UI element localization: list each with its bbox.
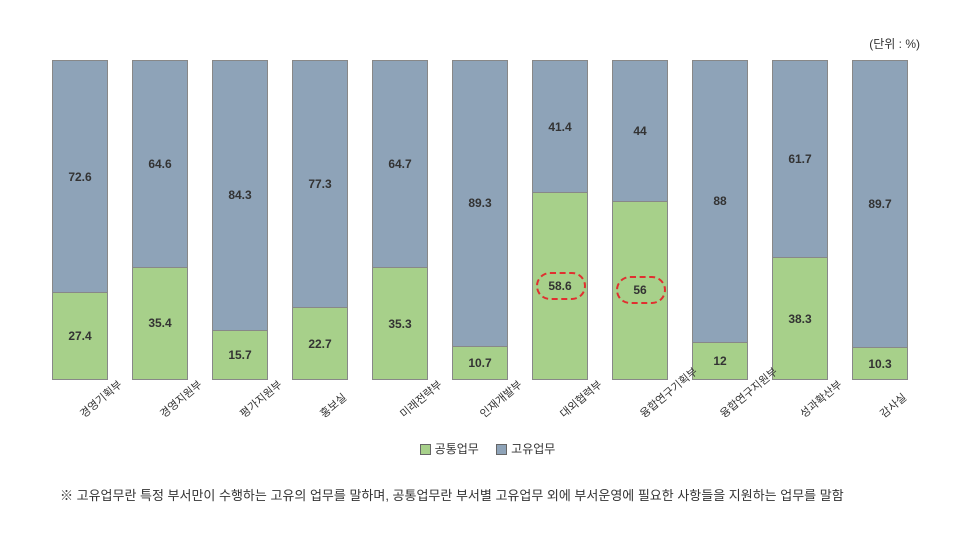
legend: 공통업무 고유업무 [0, 440, 961, 457]
legend-label-common: 공통업무 [435, 442, 479, 456]
highlight-ring [616, 276, 666, 304]
x-axis-label: 경영지원부 [156, 400, 177, 421]
bar-segment-unique: 61.7 [772, 60, 828, 257]
x-axis-label: 성과확산부 [796, 400, 817, 421]
bar-col: 77.322.7 [292, 60, 348, 380]
bar-segment-common: 27.4 [52, 292, 108, 380]
bar-segment-common: 38.3 [772, 257, 828, 380]
bar-segment-common: 35.4 [132, 267, 188, 380]
bar-segment-unique: 41.4 [532, 60, 588, 192]
x-axis-label: 융합연구지원부 [716, 400, 737, 421]
bar-segment-common: 22.7 [292, 307, 348, 380]
plot-area: 72.627.4 64.635.4 84.315.7 77.322.7 64.735.3… [40, 60, 920, 380]
legend-label-unique: 고유업무 [511, 442, 555, 456]
bar-segment-common: 10.3 [852, 347, 908, 380]
x-axis-label: 인재개발부 [476, 400, 497, 421]
x-axis-label: 평가지원부 [236, 400, 257, 421]
bar-col: 89.310.7 [452, 60, 508, 380]
unit-label: (단위 : %) [869, 35, 920, 52]
bar-segment-unique: 64.7 [372, 60, 428, 267]
bar-col: 41.458.6 [532, 60, 588, 380]
stacked-bar-chart: (단위 : %) 72.627.4 64.635.4 84.315.7 77.322.… [40, 30, 940, 430]
bar-col: 61.738.3 [772, 60, 828, 380]
bar-segment-common: 56 [612, 201, 668, 380]
bar-segment-unique: 89.7 [852, 60, 908, 347]
bar-col: 84.315.7 [212, 60, 268, 380]
bar-segment-unique: 84.3 [212, 60, 268, 330]
legend-swatch-common [420, 444, 431, 455]
bar-segment-common: 58.6 [532, 192, 588, 380]
bar-segment-common: 15.7 [212, 330, 268, 380]
bar-segment-unique: 88 [692, 60, 748, 342]
bar-col: 64.635.4 [132, 60, 188, 380]
x-axis-label: 홍보실 [316, 400, 337, 421]
bar-segment-unique: 89.3 [452, 60, 508, 346]
x-axis-label: 미래전략부 [396, 400, 417, 421]
x-axis-label: 감사실 [876, 400, 897, 421]
x-axis-label: 대외협력부 [556, 400, 577, 421]
bar-segment-common: 35.3 [372, 267, 428, 380]
bar-segment-unique: 64.6 [132, 60, 188, 267]
bar-col: 4456 [612, 60, 668, 380]
footnote: ※ 고유업무란 특정 부서만이 수행하는 고유의 업무를 말하며, 공통업무란 … [60, 485, 921, 507]
x-axis-label: 경영기획부 [76, 400, 97, 421]
bar-segment-unique: 72.6 [52, 60, 108, 292]
bar-segment-unique: 77.3 [292, 60, 348, 307]
bar-segment-unique: 44 [612, 60, 668, 201]
legend-swatch-unique [496, 444, 507, 455]
bar-col: 64.735.3 [372, 60, 428, 380]
x-axis-labels: 경영기획부경영지원부평가지원부홍보실미래전략부인재개발부대외협력부융합연구기획부… [40, 380, 920, 416]
x-axis-label: 융합연구기획부 [636, 400, 657, 421]
bar-col: 8812 [692, 60, 748, 380]
highlight-ring [536, 272, 586, 300]
bar-col: 72.627.4 [52, 60, 108, 380]
bar-segment-common: 10.7 [452, 346, 508, 380]
bar-col: 89.710.3 [852, 60, 908, 380]
